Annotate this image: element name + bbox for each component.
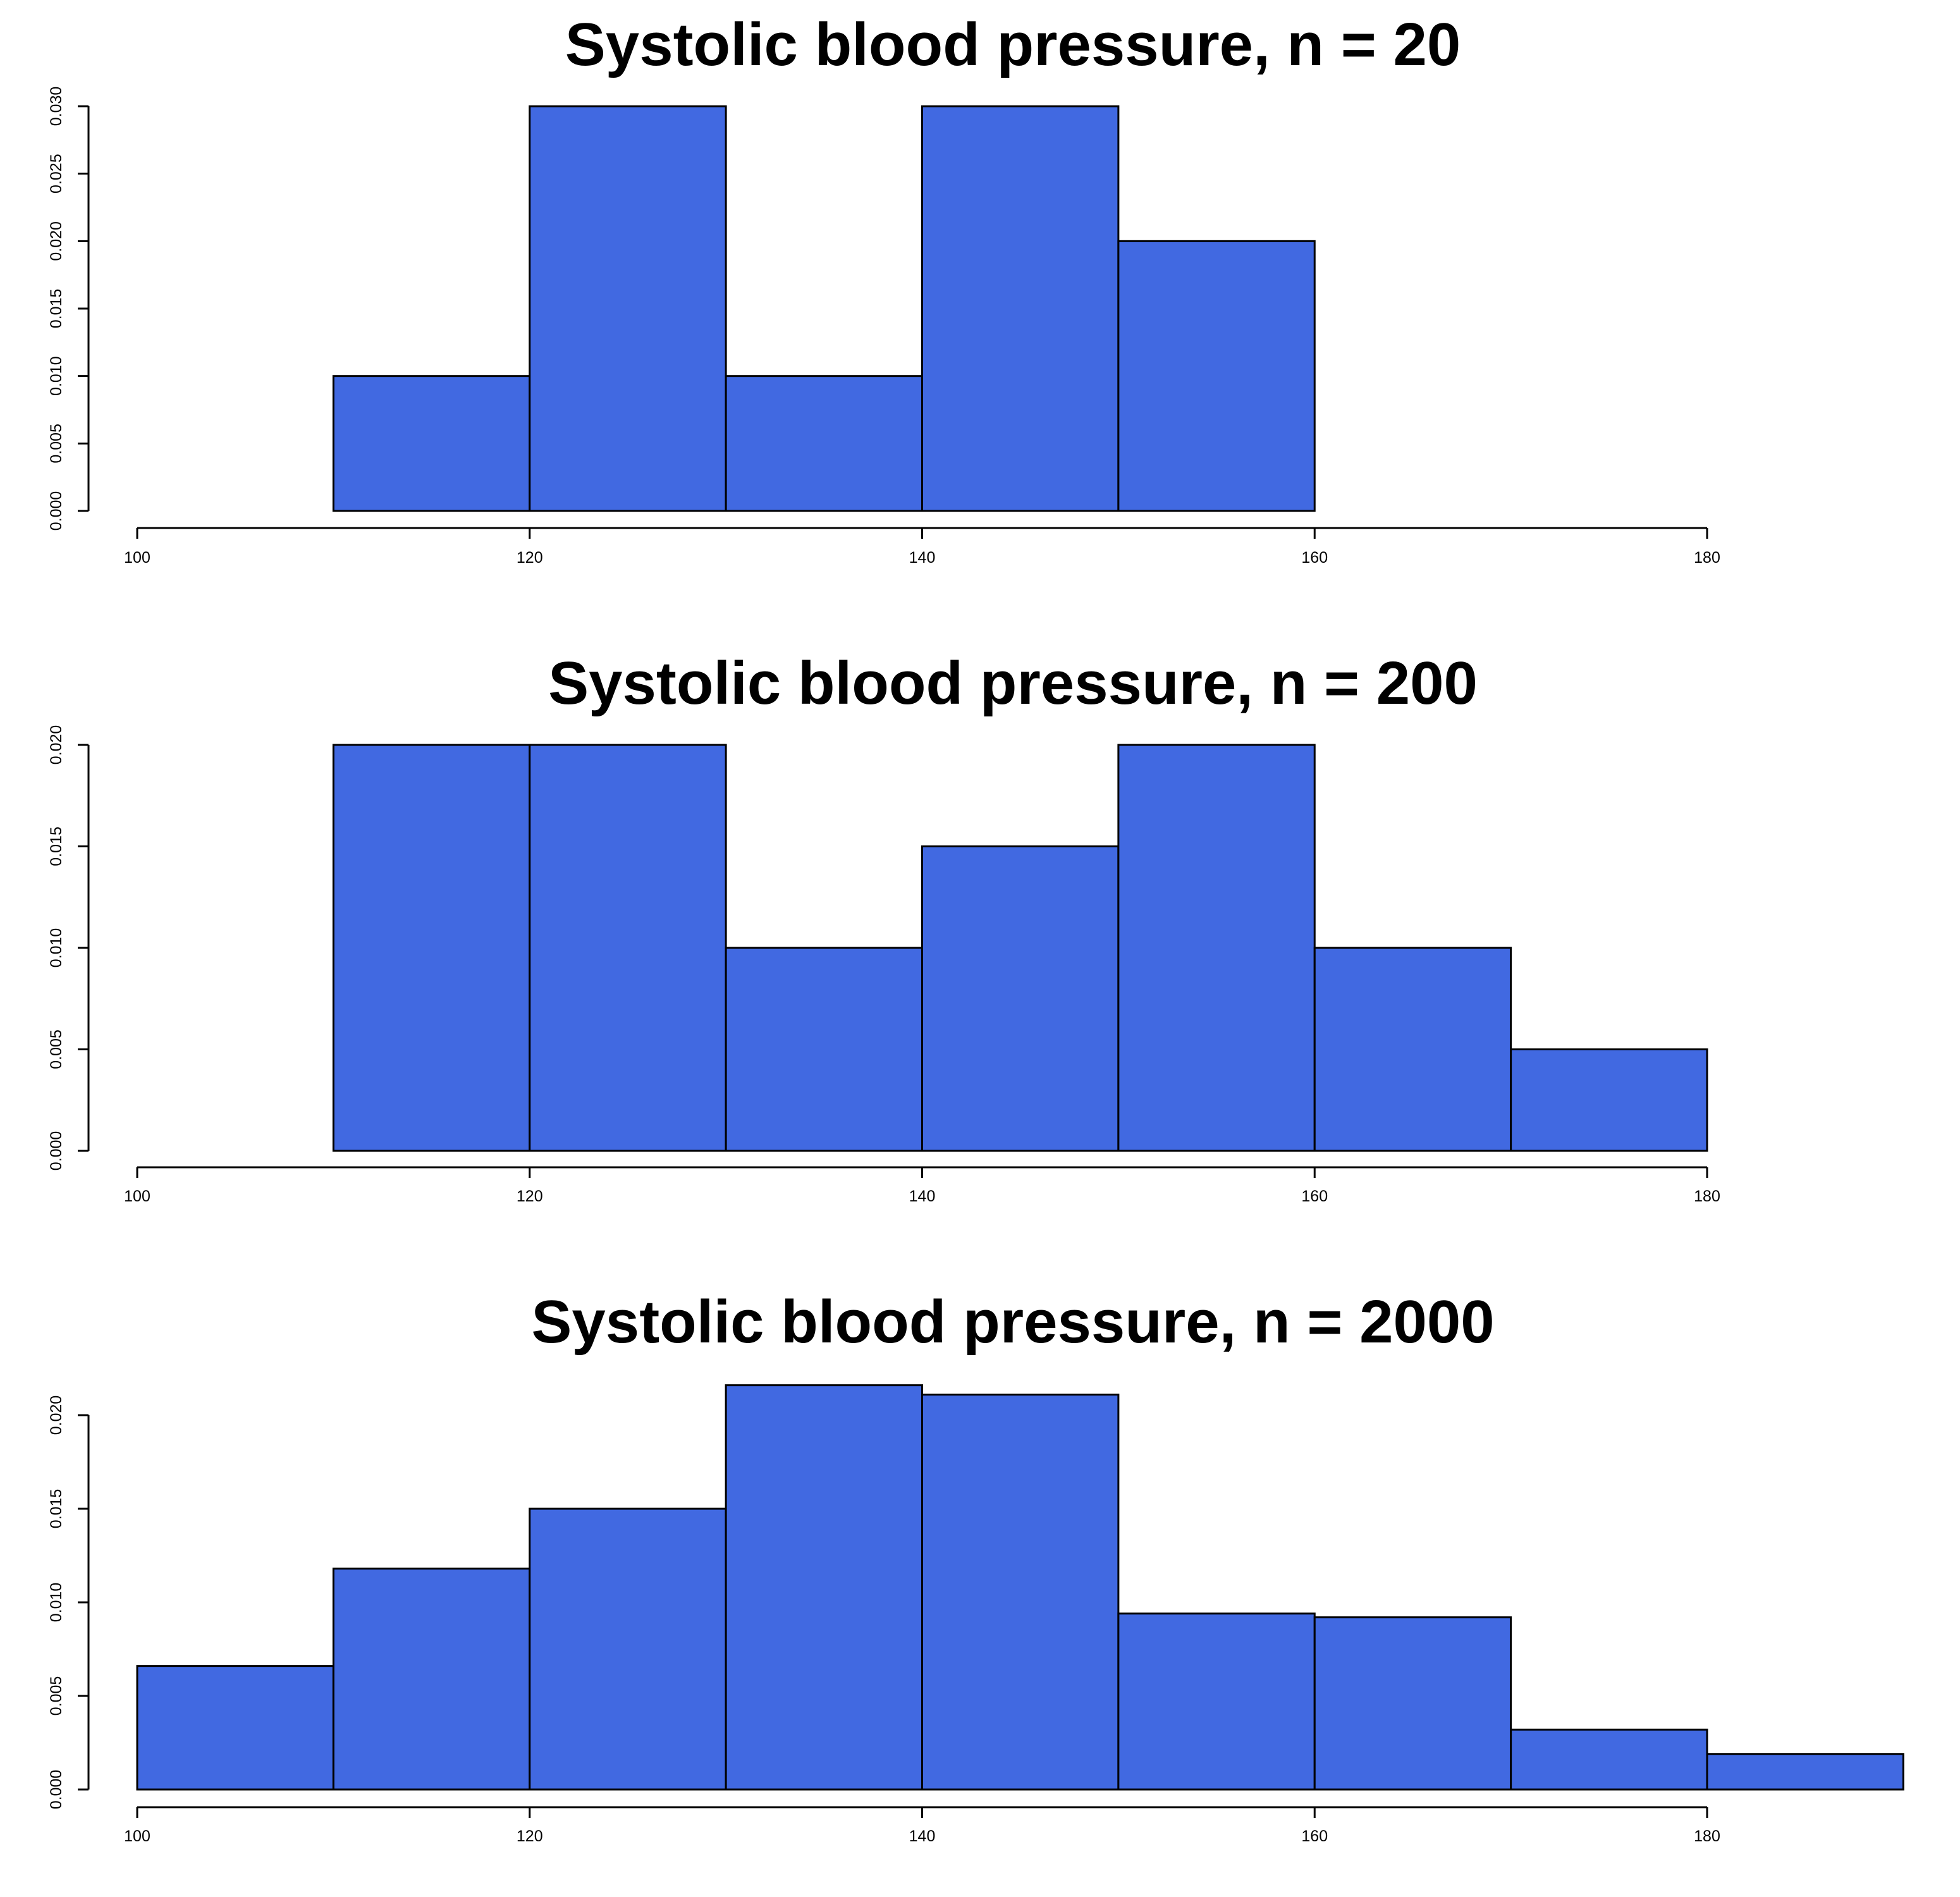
y-tick-label-n20-0.000: 0.000 [47, 491, 65, 531]
x-tick-label-n200-160: 160 [1301, 1188, 1328, 1205]
x-tick-label-n200-140: 140 [909, 1188, 936, 1205]
histogram-bar-n2000-170-180 [1511, 1729, 1707, 1790]
y-axis-n200: 0.000 0.005 0.010 0.015 0.020 [47, 725, 89, 1171]
histogram-bar-n2000-160-170 [1314, 1618, 1510, 1790]
x-tick-label-n2000-100: 100 [124, 1827, 150, 1845]
chart-title-n20: Systolic blood pressure, n = 20 [565, 11, 1461, 78]
y-tick-label-n2000-0.020: 0.020 [47, 1396, 65, 1435]
x-tick-label-n2000-120: 120 [517, 1827, 543, 1845]
y-tick-label-n20-0.020: 0.020 [47, 221, 65, 261]
y-axis-n2000: 0.000 0.005 0.010 0.015 0.020 [47, 1396, 89, 1810]
y-tick-label-n200-0.005: 0.005 [47, 1029, 65, 1069]
histogram-bar-n200-120-130 [530, 745, 726, 1151]
x-tick-label-n2000-160: 160 [1301, 1827, 1328, 1845]
y-tick-label-n200-0.020: 0.020 [47, 725, 65, 765]
x-tick-label-n20-100: 100 [124, 549, 150, 567]
histogram-bar-n2000-180-190 [1707, 1754, 1903, 1790]
panel-n20: Systolic blood pressure, n = 20 0.0000.0… [47, 11, 1720, 567]
x-tick-label-n20-180: 180 [1694, 549, 1720, 567]
x-tick-label-n20-140: 140 [909, 549, 936, 567]
histogram-bar-n200-110-120 [333, 745, 529, 1151]
histogram-bar-n2000-100-110 [137, 1666, 333, 1790]
histogram-bar-n20-140-150 [922, 106, 1118, 511]
y-tick-label-n20-0.030: 0.030 [47, 87, 65, 126]
histogram-bar-n20-130-140 [726, 376, 922, 511]
histogram-bar-n200-170-180 [1511, 1050, 1707, 1151]
histogram-bar-n2000-120-130 [530, 1509, 726, 1790]
histogram-bar-n20-110-120 [333, 376, 529, 511]
histogram-bar-n2000-140-150 [922, 1394, 1118, 1790]
histogram-bar-n2000-110-120 [333, 1569, 529, 1790]
y-axis-n20: 0.000 0.005 0.010 0.015 0.020 0.025 0.030 [47, 87, 89, 531]
histogram-bar-n20-150-160 [1118, 241, 1314, 511]
x-tick-label-n2000-180: 180 [1694, 1827, 1720, 1845]
histogram-bar-n200-130-140 [726, 948, 922, 1151]
x-tick-label-n20-120: 120 [517, 549, 543, 567]
x-axis-n20: 100 120 140 160 180 [124, 528, 1720, 567]
histogram-bar-n200-140-150 [922, 847, 1118, 1151]
y-tick-label-n200-0.010: 0.010 [47, 928, 65, 968]
chart-title-n200: Systolic blood pressure, n = 200 [548, 649, 1478, 717]
y-tick-label-n20-0.010: 0.010 [47, 356, 65, 396]
histogram-bar-n2000-130-140 [726, 1385, 922, 1790]
panel-n200: Systolic blood pressure, n = 200 0.0000.… [47, 649, 1720, 1205]
panel-n2000: Systolic blood pressure, n = 2000 0.0000… [47, 1288, 1903, 1845]
x-tick-label-n200-100: 100 [124, 1188, 150, 1205]
x-tick-label-n200-180: 180 [1694, 1188, 1720, 1205]
y-tick-label-n200-0.000: 0.000 [47, 1131, 65, 1171]
y-tick-label-n20-0.025: 0.025 [47, 154, 65, 193]
y-tick-label-n20-0.015: 0.015 [47, 289, 65, 329]
y-tick-label-n2000-0.005: 0.005 [47, 1676, 65, 1716]
histogram-bar-n200-160-170 [1314, 948, 1510, 1151]
x-axis-n2000: 100 120 140 160 180 [124, 1807, 1720, 1845]
histogram-bar-n200-150-160 [1118, 745, 1314, 1151]
y-tick-label-n2000-0.010: 0.010 [47, 1583, 65, 1623]
chart-title-n2000: Systolic blood pressure, n = 2000 [531, 1288, 1494, 1356]
y-tick-label-n20-0.005: 0.005 [47, 424, 65, 464]
y-tick-label-n2000-0.000: 0.000 [47, 1770, 65, 1810]
y-tick-label-n200-0.015: 0.015 [47, 826, 65, 866]
x-tick-label-n2000-140: 140 [909, 1827, 936, 1845]
histogram-bar-n20-120-130 [530, 106, 726, 511]
histogram-bar-n2000-150-160 [1118, 1614, 1314, 1790]
y-tick-label-n2000-0.015: 0.015 [47, 1489, 65, 1529]
x-tick-label-n200-120: 120 [517, 1188, 543, 1205]
x-axis-n200: 100 120 140 160 180 [124, 1167, 1720, 1205]
x-tick-label-n20-160: 160 [1301, 549, 1328, 567]
